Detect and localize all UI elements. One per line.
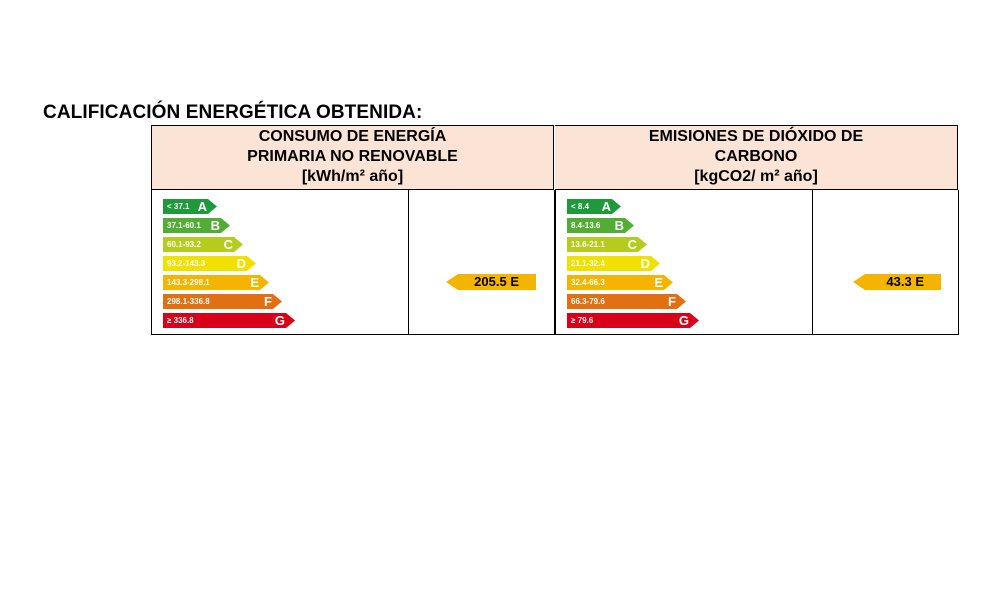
- scale-range-label: 13.6-21.1: [571, 240, 605, 249]
- scale-letter: E: [250, 275, 259, 290]
- co2-value-cell: 43.3 E: [813, 190, 959, 335]
- energy-consumption-column: CONSUMO DE ENERGÍA PRIMARIA NO RENOVABLE…: [151, 125, 555, 335]
- scale-range-label: 93.2-143.3: [167, 259, 206, 268]
- co2-scale: < 8.4 A 8.4-13.6 B 13.6-21.1 C 21.1-32.4 D 32.4-…: [555, 190, 813, 335]
- scale-bar-g: ≥ 79.6 G: [567, 313, 699, 328]
- energy-rating-table: CONSUMO DE ENERGÍA PRIMARIA NO RENOVABLE…: [151, 125, 959, 335]
- scale-range-label: < 37.1: [167, 202, 190, 211]
- co2-emissions-column: EMISIONES DE DIÓXIDO DE CARBONO [kgCO2/ …: [555, 125, 959, 335]
- energy-consumption-header: CONSUMO DE ENERGÍA PRIMARIA NO RENOVABLE…: [151, 125, 554, 190]
- scale-letter: A: [197, 199, 207, 214]
- scale-letter: C: [223, 237, 233, 252]
- co2-emissions-header: EMISIONES DE DIÓXIDO DE CARBONO [kgCO2/ …: [555, 125, 958, 190]
- energy-scale: < 37.1 A 37.1-60.1 B 60.1-93.2 C 93.2-143.3 D 14…: [151, 190, 409, 335]
- scale-bar-d: 21.1-32.4 D: [567, 256, 660, 271]
- scale-bar-c: 13.6-21.1 C: [567, 237, 647, 252]
- scale-bar-e: 32.4-66.3 E: [567, 275, 673, 290]
- scale-range-label: < 8.4: [571, 202, 590, 211]
- co2-header-line3: [kgCO2/ m² año]: [694, 168, 818, 185]
- scale-bar-b: 8.4-13.6 B: [567, 218, 634, 233]
- energy-rating-indicator: 205.5 E: [446, 274, 536, 290]
- scale-letter: B: [614, 218, 624, 233]
- scale-letter: B: [210, 218, 220, 233]
- scale-range-label: ≥ 79.6: [571, 316, 594, 325]
- scale-letter: F: [264, 294, 272, 309]
- scale-range-label: 8.4-13.6: [571, 221, 601, 230]
- energy-header-line3: [kWh/m² año]: [301, 168, 404, 185]
- co2-header-line1: EMISIONES DE DIÓXIDO DE: [648, 128, 864, 145]
- scale-range-label: 60.1-93.2: [167, 240, 201, 249]
- scale-bar-b: 37.1-60.1 B: [163, 218, 230, 233]
- scale-range-label: 143.3-298.1: [167, 278, 210, 287]
- scale-letter: F: [668, 294, 676, 309]
- scale-bar-f: 298.1-336.8 F: [163, 294, 282, 309]
- scale-letter: A: [601, 199, 611, 214]
- scale-bar-d: 93.2-143.3 D: [163, 256, 256, 271]
- scale-letter: G: [678, 313, 689, 328]
- scale-range-label: 298.1-336.8: [167, 297, 210, 306]
- energy-value-cell: 205.5 E: [409, 190, 555, 335]
- scale-letter: D: [640, 256, 650, 271]
- scale-letter: C: [627, 237, 637, 252]
- co2-header-line2: CARBONO: [714, 148, 798, 165]
- scale-letter: D: [236, 256, 246, 271]
- page-title: CALIFICACIÓN ENERGÉTICA OBTENIDA:: [43, 102, 423, 123]
- scale-bar-a: < 37.1 A: [163, 199, 217, 214]
- scale-bar-e: 143.3-298.1 E: [163, 275, 269, 290]
- energy-header-line1: CONSUMO DE ENERGÍA: [258, 128, 447, 145]
- scale-bar-g: ≥ 336.8 G: [163, 313, 295, 328]
- scale-range-label: 66.3-79.6: [571, 297, 605, 306]
- scale-range-label: 37.1-60.1: [167, 221, 201, 230]
- scale-letter: E: [654, 275, 663, 290]
- scale-range-label: 32.4-66.3: [571, 278, 605, 287]
- scale-bar-f: 66.3-79.6 F: [567, 294, 686, 309]
- scale-bar-c: 60.1-93.2 C: [163, 237, 243, 252]
- scale-range-label: ≥ 336.8: [167, 316, 194, 325]
- scale-bar-a: < 8.4 A: [567, 199, 621, 214]
- co2-rating-indicator: 43.3 E: [853, 274, 941, 290]
- energy-header-line2: PRIMARIA NO RENOVABLE: [247, 148, 458, 165]
- scale-range-label: 21.1-32.4: [571, 259, 605, 268]
- scale-letter: G: [274, 313, 285, 328]
